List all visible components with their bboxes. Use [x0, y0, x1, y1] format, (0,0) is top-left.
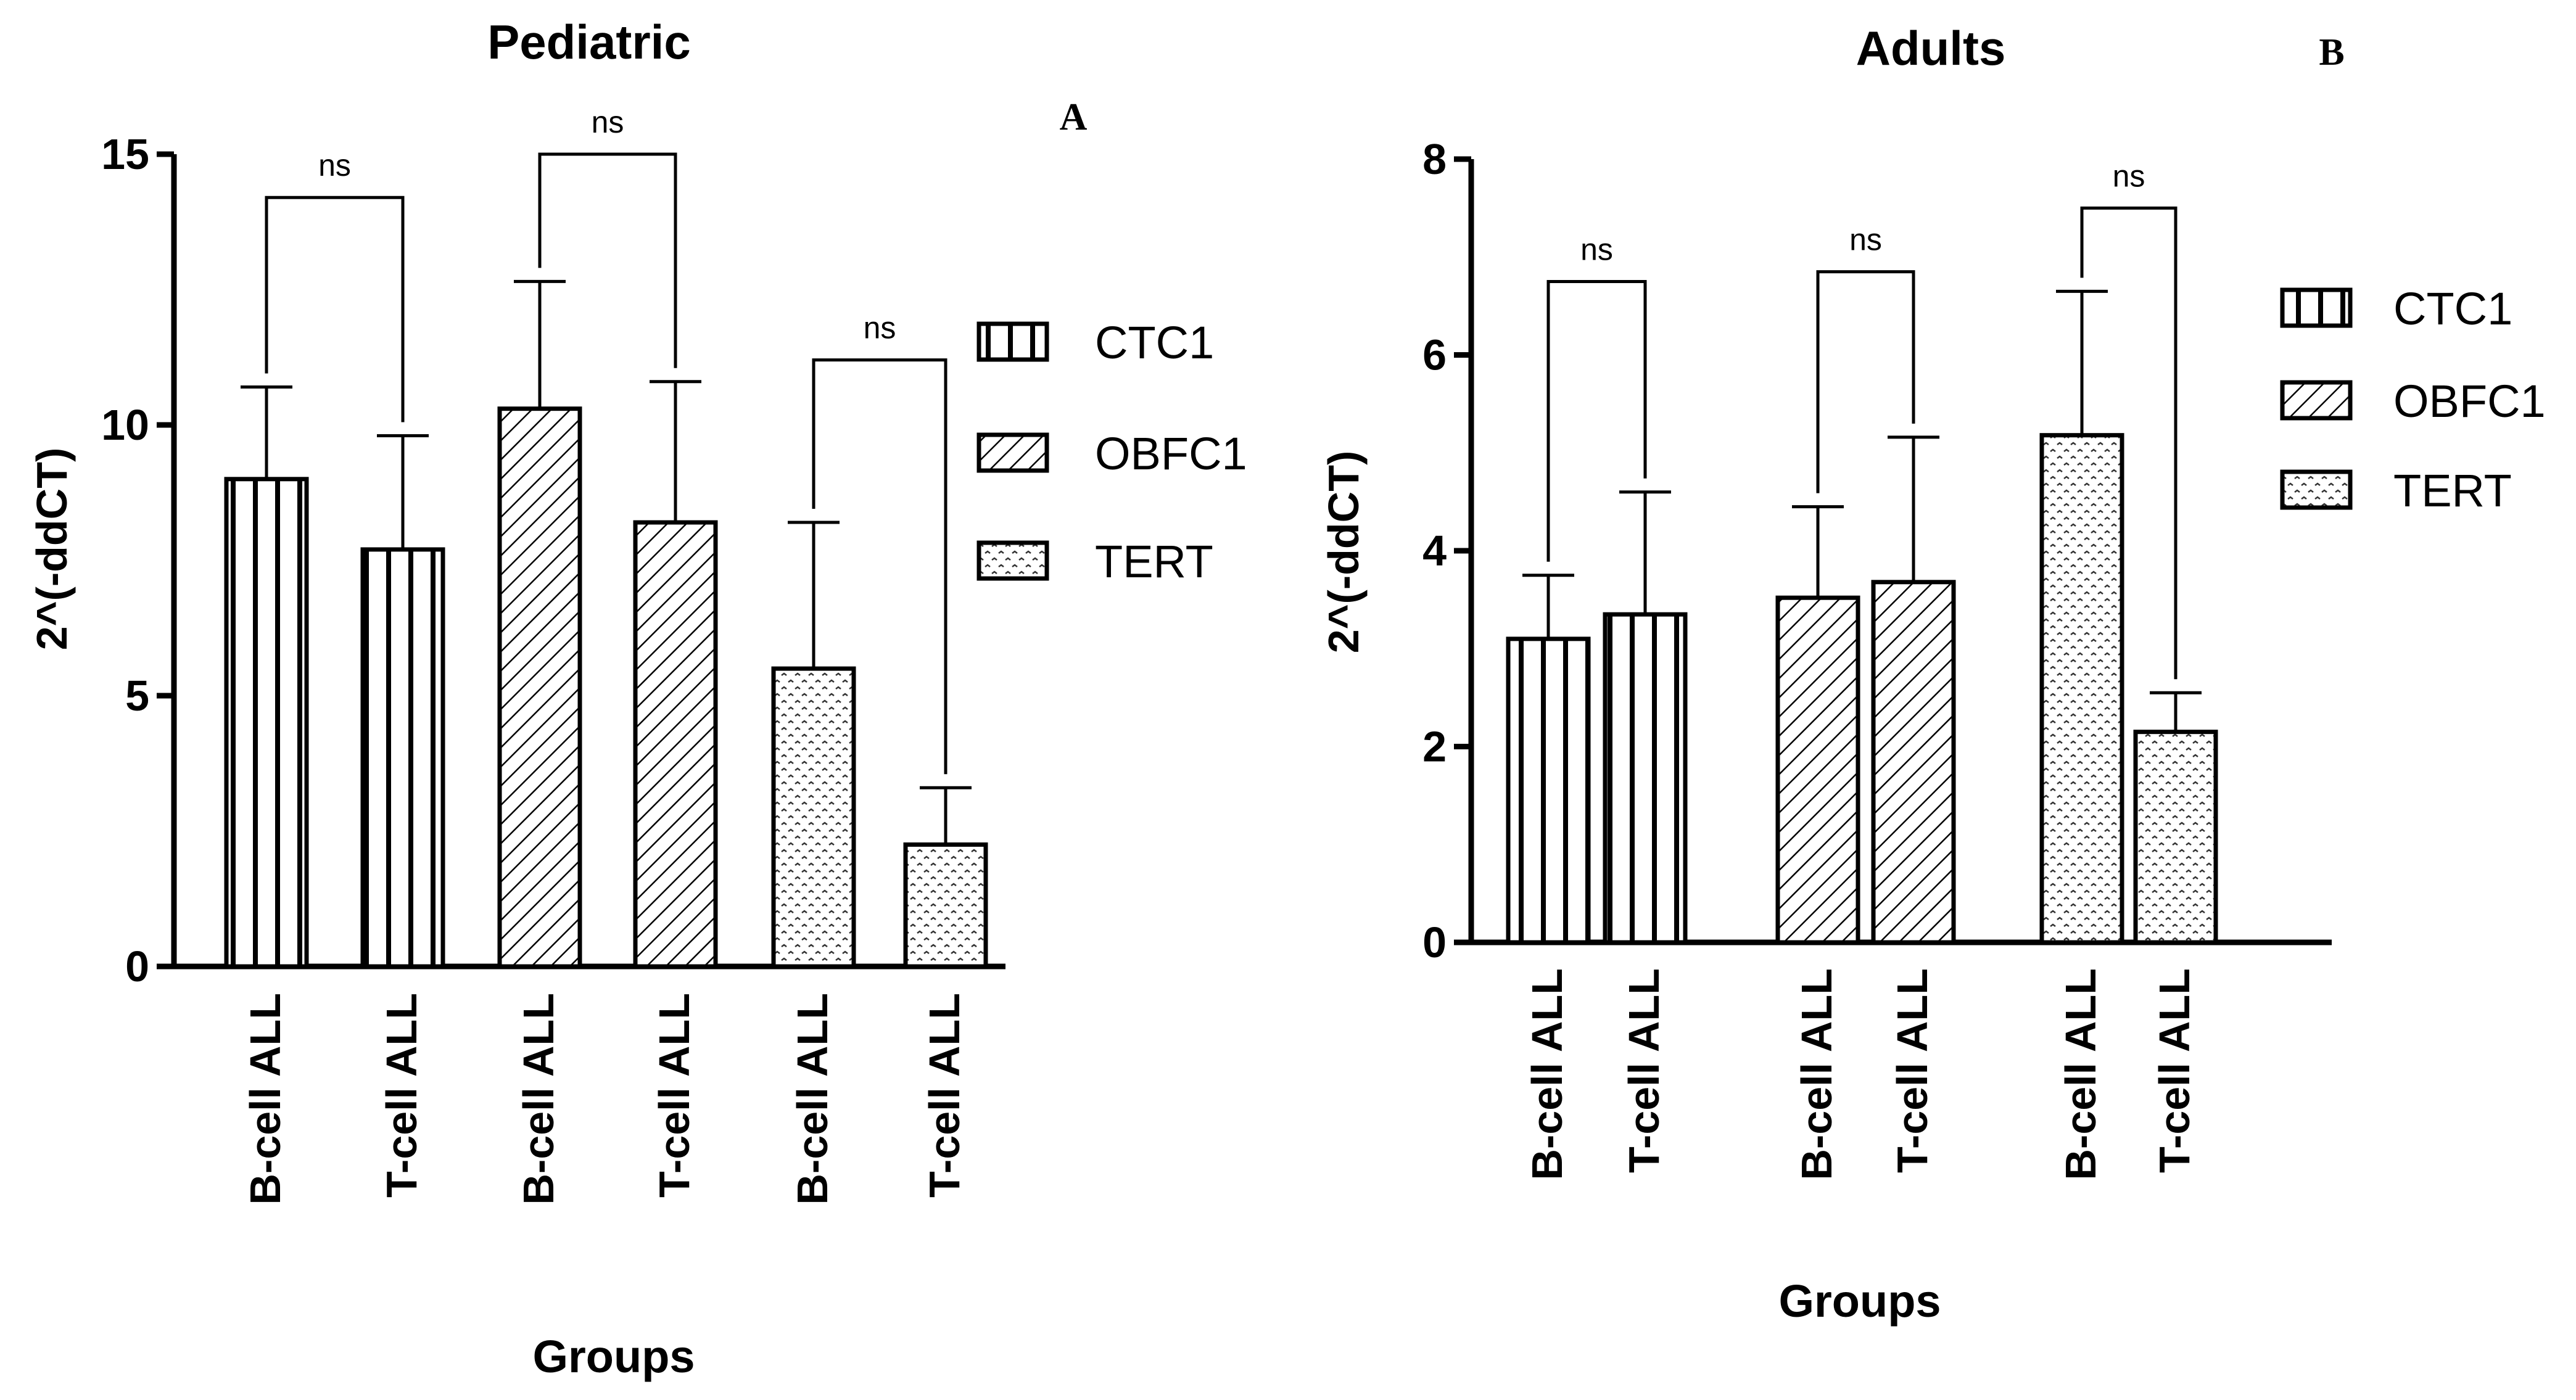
- bar-tert-b-cell: [771, 666, 856, 969]
- x-category-label: T-cell ALL: [920, 993, 968, 1198]
- y-tick-label: 4: [1422, 527, 1447, 575]
- y-axis-title: 2^(-ddCT): [1319, 451, 1368, 654]
- significance-label: ns: [592, 105, 624, 139]
- x-axis-title: Groups: [532, 1331, 695, 1382]
- significance-bracket: [538, 152, 677, 368]
- significance-bracket: [1546, 279, 1647, 562]
- panel-label: B: [2319, 31, 2344, 73]
- significance-label: ns: [1849, 223, 1882, 257]
- y-axis-title: 2^(-ddCT): [28, 448, 76, 651]
- bar-ctc1-b-cell: [224, 477, 309, 969]
- x-category-label: T-cell ALL: [378, 993, 426, 1198]
- legend-label-ctc1: CTC1: [2393, 283, 2512, 334]
- x-category-label: T-cell ALL: [1888, 968, 1936, 1173]
- legend-label-ctc1: CTC1: [1095, 317, 1214, 368]
- x-category-label: T-cell ALL: [2150, 968, 2198, 1173]
- legend-swatch-tert: [976, 540, 1049, 581]
- y-tick-label: 8: [1422, 135, 1447, 183]
- x-category-label: B-cell ALL: [514, 993, 563, 1205]
- y-tick-label: 2: [1422, 723, 1447, 771]
- y-tick-label: 15: [101, 130, 149, 178]
- x-axis-title: Groups: [1778, 1275, 1941, 1327]
- legend-label-obfc1: OBFC1: [2393, 376, 2546, 427]
- legend-swatch-ctc1: [976, 321, 1049, 362]
- bar-ctc1-b-cell: [1506, 636, 1591, 945]
- significance-label: ns: [864, 311, 896, 345]
- significance-bracket: [265, 196, 405, 422]
- y-tick-label: 5: [125, 672, 149, 720]
- bar-obfc1-t-cell: [633, 520, 718, 969]
- legend-swatch-obfc1: [976, 432, 1049, 473]
- x-category-label: B-cell ALL: [1523, 968, 1571, 1180]
- chart-title: Pediatric: [487, 15, 690, 69]
- x-category-label: B-cell ALL: [1793, 968, 1841, 1180]
- y-tick-label: 10: [101, 401, 149, 449]
- significance-label: ns: [1580, 232, 1613, 266]
- chart-panel-B: Adults B 0 2 4 6 8 2^(-ddCT) Groups B-cell ALL T-c…: [1319, 21, 2546, 1327]
- significance-bracket: [1816, 270, 1915, 493]
- y-tick-label: 0: [1422, 918, 1447, 966]
- y-tick-label: 0: [125, 942, 149, 990]
- y-tick-label: 6: [1422, 331, 1447, 379]
- chart-title: Adults: [1856, 21, 2006, 75]
- x-category-label: T-cell ALL: [650, 993, 698, 1198]
- significance-bracket: [2080, 206, 2178, 680]
- bar-ctc1-t-cell: [360, 547, 445, 969]
- legend-label-tert: TERT: [2393, 465, 2512, 516]
- legend-swatch-obfc1: [2280, 380, 2353, 421]
- bar-obfc1-t-cell: [1871, 580, 1956, 945]
- x-category-label: T-cell ALL: [1620, 968, 1668, 1173]
- x-category-label: B-cell ALL: [2057, 968, 2105, 1180]
- legend-swatch-tert: [2280, 469, 2353, 510]
- significance-label: ns: [2113, 159, 2145, 193]
- bar-tert-t-cell: [903, 842, 988, 969]
- chart-panel-A: Pediatric A 0 5 10 15 2^(-ddCT) Groups B-cell AL…: [28, 15, 1247, 1382]
- panel-label: A: [1060, 96, 1088, 138]
- legend-label-tert: TERT: [1095, 536, 1213, 587]
- significance-label: ns: [318, 148, 351, 183]
- bar-obfc1-b-cell: [1775, 595, 1860, 945]
- legend-swatch-ctc1: [2280, 287, 2353, 328]
- x-category-label: B-cell ALL: [788, 993, 836, 1205]
- bar-ctc1-t-cell: [1603, 612, 1688, 945]
- bar-tert-t-cell: [2133, 730, 2218, 945]
- bar-obfc1-b-cell: [497, 406, 582, 969]
- bar-tert-b-cell: [2039, 433, 2124, 945]
- legend-label-obfc1: OBFC1: [1095, 428, 1247, 479]
- x-category-label: B-cell ALL: [241, 993, 289, 1205]
- significance-bracket: [812, 358, 947, 775]
